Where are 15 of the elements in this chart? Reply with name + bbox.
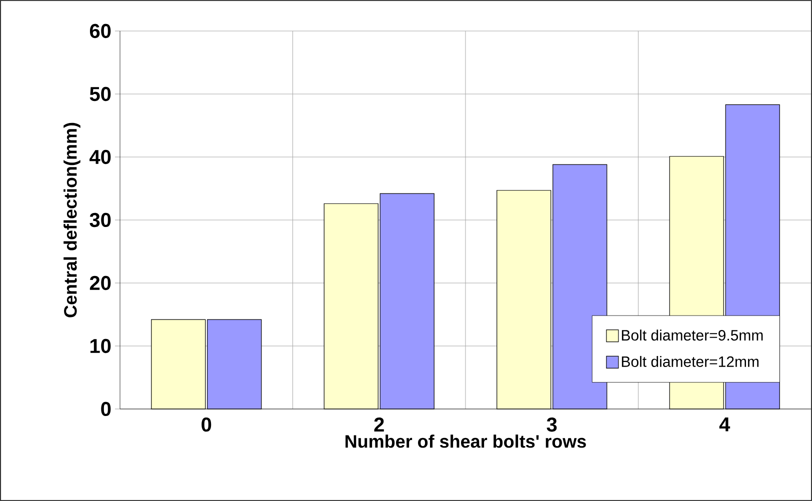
y-tick-label: 40 xyxy=(90,150,111,164)
y-tick-label: 20 xyxy=(90,276,111,290)
x-axis-title: Number of shear bolts' rows xyxy=(346,434,586,448)
x-tick-label: 0 xyxy=(202,418,212,432)
legend-label: Bolt diameter=9.5mm xyxy=(622,330,763,341)
y-tick-label: 10 xyxy=(90,338,111,354)
legend-label: Bolt diameter=12mm xyxy=(622,356,758,367)
y-tick-label: 0 xyxy=(101,402,111,416)
x-tick-label: 2 xyxy=(374,418,384,432)
y-tick-label: 60 xyxy=(90,24,111,38)
y-axis-title: Central deflection(mm) xyxy=(64,122,80,318)
y-tick-label: 30 xyxy=(90,212,111,228)
x-tick-label: 3 xyxy=(546,418,557,432)
x-tick-label: 4 xyxy=(719,418,730,432)
y-tick-label: 50 xyxy=(90,86,111,102)
